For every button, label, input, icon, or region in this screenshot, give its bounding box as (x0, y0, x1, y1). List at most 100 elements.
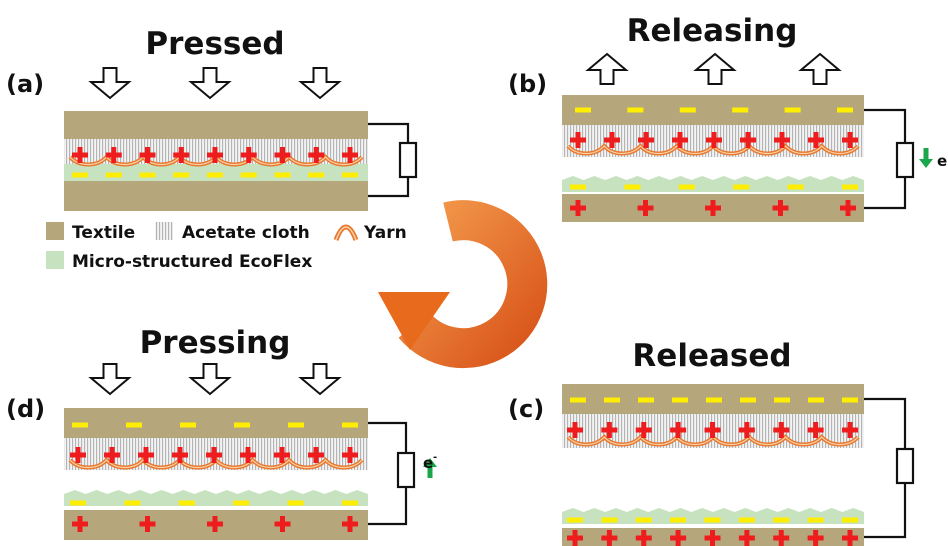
positive-charge (139, 147, 156, 163)
legend-yarn-highlight (335, 226, 357, 241)
top-textile (562, 95, 864, 125)
negative-charge (604, 397, 620, 403)
negative-charge (567, 517, 583, 523)
plus-bar-v (109, 447, 115, 463)
plus-bar-v (245, 447, 251, 463)
top-textile (64, 408, 368, 438)
plus-bar-v (145, 147, 150, 163)
negative-charge (342, 172, 358, 178)
positive-charge (240, 147, 257, 163)
panel-d-device (64, 363, 437, 540)
negative-charge (842, 184, 858, 190)
negative-charge (70, 500, 86, 506)
negative-charge (180, 422, 196, 428)
plus-bar-v (347, 516, 353, 532)
negative-charge (178, 500, 195, 506)
panel-b-label: (b) (508, 70, 547, 98)
plus-bar-v (847, 422, 853, 438)
negative-charge (672, 397, 688, 403)
negative-charge (126, 422, 142, 428)
positive-charge (706, 132, 722, 148)
plus-bar-v (313, 147, 319, 163)
panel-b-current-label: e (937, 152, 947, 170)
negative-charge (72, 422, 88, 428)
plus-bar-v (77, 516, 83, 532)
negative-charge (308, 172, 325, 178)
resistor-icon (895, 141, 915, 179)
negative-charge (601, 517, 618, 523)
positive-charge (773, 422, 790, 438)
panel-c-title: Released (632, 338, 791, 374)
plus-bar-v (778, 422, 784, 438)
plus-bar-v (643, 200, 648, 216)
panel-d-current-label: e (423, 454, 433, 472)
negative-charge (233, 500, 250, 506)
positive-charge (842, 422, 858, 438)
plus-bar-v (572, 530, 578, 546)
positive-charge (842, 530, 858, 546)
plus-bar-v (845, 200, 851, 216)
plus-bar-v (606, 530, 612, 546)
positive-charge (274, 147, 291, 163)
plus-bar-v (847, 530, 853, 546)
positive-charge (772, 200, 789, 216)
plus-bar-v (212, 147, 218, 163)
plus-bar-v (212, 516, 218, 532)
plus-bar-v (347, 447, 353, 463)
negative-charge (274, 172, 291, 178)
positive-charge (308, 147, 325, 163)
plus-bar-v (710, 530, 715, 546)
release-arrow-icon (798, 52, 842, 85)
positive-charge (207, 516, 223, 532)
plus-bar-v (813, 530, 819, 546)
ecoflex-layer (562, 176, 864, 192)
plus-bar-v (145, 516, 150, 532)
plus-bar-v (710, 422, 715, 438)
negative-charge (732, 107, 749, 113)
plus-bar-v (745, 132, 751, 148)
plus-bar-v (313, 447, 319, 463)
plus-bar-v (675, 422, 681, 438)
plus-bar-v (744, 422, 750, 438)
plus-bar-v (744, 530, 750, 546)
panel-d-title: Pressing (140, 325, 291, 361)
negative-charge (678, 184, 695, 190)
negative-charge (207, 172, 223, 178)
positive-charge (138, 447, 154, 463)
positive-charge (604, 132, 620, 148)
plus-bar-v (246, 147, 252, 163)
plus-bar-v (778, 530, 784, 546)
top-textile (64, 111, 368, 139)
positive-charge (840, 200, 856, 216)
plus-bar-v (813, 422, 819, 438)
legend: Textile Acetate cloth Yarn Micro-structu… (46, 222, 407, 272)
negative-charge (234, 422, 250, 428)
panel-c-device (562, 384, 915, 546)
bottom-textile (64, 181, 368, 211)
positive-charge (342, 447, 358, 463)
release-arrow-icon (693, 52, 737, 85)
positive-charge (173, 147, 190, 163)
press-arrow-icon (188, 67, 232, 100)
plus-bar-v (641, 530, 647, 546)
positive-charge (70, 447, 86, 463)
positive-charge (105, 147, 122, 163)
resistor-icon (895, 447, 915, 485)
plus-bar-v (280, 147, 285, 163)
positive-charge (638, 132, 654, 148)
positive-charge (670, 422, 687, 438)
negative-charge (808, 397, 824, 403)
negative-charge (670, 517, 687, 523)
positive-charge (774, 132, 790, 148)
wire-top (864, 108, 907, 143)
negative-charge (773, 517, 790, 523)
wire-bottom (864, 483, 907, 539)
negative-charge (738, 517, 755, 523)
positive-charge (635, 422, 652, 438)
positive-charge (240, 447, 256, 463)
positive-charge (206, 447, 222, 463)
plus-bar-v (677, 132, 683, 148)
press-arrow-icon (88, 363, 132, 396)
positive-charge (807, 422, 824, 438)
negative-charge (240, 172, 257, 178)
